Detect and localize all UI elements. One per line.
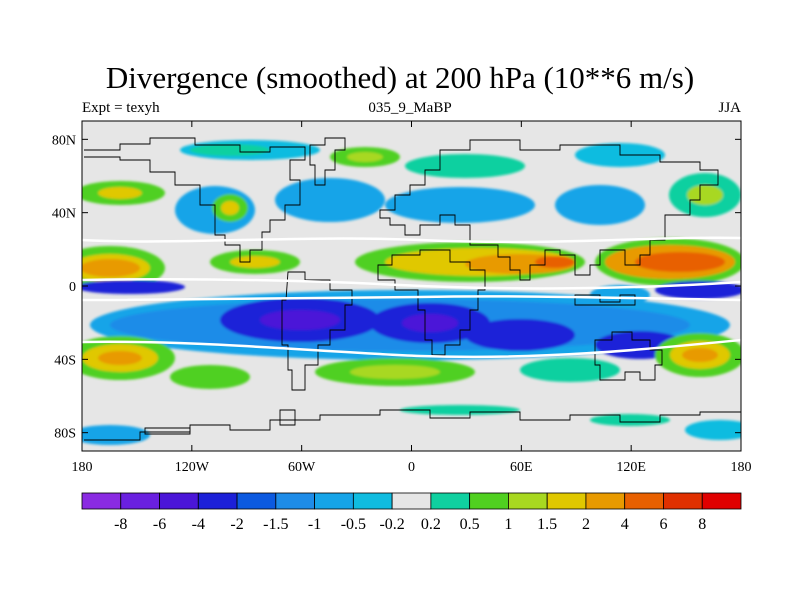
colorbar-label: 8	[698, 516, 706, 533]
colorbar-label: 1.5	[537, 516, 557, 533]
south-indian-green	[520, 358, 620, 382]
run-label: 035_9_MaBP	[368, 100, 452, 116]
y-tick-label: 80S	[54, 427, 76, 442]
colorbar-label: -0.2	[379, 516, 404, 533]
colorbar-label: 0.2	[421, 516, 441, 533]
colorbar-box	[352, 492, 393, 510]
colorbar-box	[469, 492, 509, 510]
colorbar-label: -8	[114, 516, 127, 533]
x-tick-label: 120E	[616, 460, 646, 475]
siberia-cell	[405, 154, 525, 178]
asia-blue-cell	[555, 185, 645, 225]
america-yellow-core	[221, 201, 239, 215]
colorbar-box	[275, 492, 315, 510]
colorbar-label: -6	[153, 516, 166, 533]
se-orange	[682, 348, 718, 362]
continent-outlines	[84, 137, 741, 441]
west-equator-blue	[82, 280, 185, 294]
colorbar-label: -1	[308, 516, 321, 533]
colorbar-box	[663, 492, 703, 510]
season-label: JJA	[718, 100, 741, 116]
y-tick-label: 40S	[54, 353, 76, 368]
colorbar: -8 -6 -4 -2 -1.5 -1 -0.5 -0.2 0.2 0.5 1 1.5 2 4 6 8	[81, 492, 742, 533]
colorbar-label: -2	[230, 516, 243, 533]
colorbar-label: 6	[659, 516, 667, 533]
antarctic-east-green	[590, 414, 670, 426]
north-band-west-core	[190, 144, 270, 156]
zero-contour-south	[82, 295, 741, 302]
colorbar-box	[585, 492, 626, 510]
colorbar-box	[81, 492, 122, 510]
plot-area	[82, 121, 741, 451]
central-america-yellow	[230, 256, 280, 268]
north-atlantic-core	[347, 152, 383, 162]
colorbar-box	[159, 492, 199, 510]
y-tick-label: 0	[69, 280, 76, 295]
colorbar-box	[391, 492, 432, 510]
y-tick-label: 40N	[52, 207, 76, 222]
africa-core	[402, 314, 458, 332]
colorbar-box	[508, 492, 548, 510]
x-tick-label: 120W	[175, 460, 210, 475]
zero-contour-subtropic-north	[82, 236, 741, 244]
south-america-outline	[281, 271, 353, 391]
nw-yellow-core	[98, 187, 142, 199]
zero-contour-subtropic-south	[82, 338, 741, 359]
colorbar-label: 4	[621, 516, 629, 533]
colorbar-label: -1.5	[263, 516, 288, 533]
west-tropic-orange	[82, 259, 140, 277]
colorbar-box	[197, 492, 238, 510]
x-tick-label: 60E	[510, 460, 533, 475]
north-east-core	[687, 185, 723, 205]
x-tick-label: 180	[72, 460, 93, 475]
experiment-label: Expt = texyh	[82, 100, 160, 116]
south-atlantic-core	[350, 365, 440, 379]
indian-ocean-dark	[465, 319, 575, 351]
south-pacific-green	[170, 365, 250, 389]
atlantic-blue-band	[275, 178, 385, 222]
x-tick-label: 180	[731, 460, 752, 475]
island-outline-2	[144, 427, 191, 435]
y-axis: 80N 40N 0 40S 80S	[52, 133, 741, 442]
y-tick-label: 80N	[52, 133, 76, 148]
x-tick-label: 0	[408, 460, 415, 475]
antarctic-east-blue	[685, 420, 741, 440]
europe-asia-outline	[379, 139, 719, 281]
eurasia-blue-band	[385, 187, 535, 223]
zero-contours	[82, 236, 741, 359]
plot-title: Divergence (smoothed) at 200 hPa (10**6 …	[105, 60, 695, 95]
colorbar-box	[624, 492, 664, 510]
colorbar-box	[430, 492, 471, 510]
x-tick-label: 60W	[288, 460, 316, 475]
colorbar-label: 1	[504, 516, 512, 533]
colorbar-label: 0.5	[460, 516, 480, 533]
x-axis: 180 120W 60W 0 60E 120E 180	[72, 121, 752, 475]
sw-orange	[98, 351, 142, 365]
asia-red-core	[535, 256, 575, 268]
antarctica-outline	[84, 409, 741, 441]
zero-contour-north	[82, 277, 741, 290]
colorbar-box	[120, 492, 160, 510]
colorbar-box	[236, 492, 277, 510]
south-america-core	[260, 310, 340, 330]
island-outline	[279, 409, 296, 426]
australia-outline	[594, 331, 663, 381]
pacific-red-core	[635, 252, 725, 272]
colorbar-label: 2	[582, 516, 590, 533]
colorbar-label: -4	[192, 516, 205, 533]
greenland-outline	[309, 137, 346, 186]
north-america-outline	[84, 137, 306, 263]
colorbar-box	[314, 492, 354, 510]
colorbar-label: -0.5	[341, 516, 366, 533]
colorbar-box	[546, 492, 587, 510]
colorbar-box	[701, 492, 742, 510]
africa-outline	[377, 249, 486, 356]
